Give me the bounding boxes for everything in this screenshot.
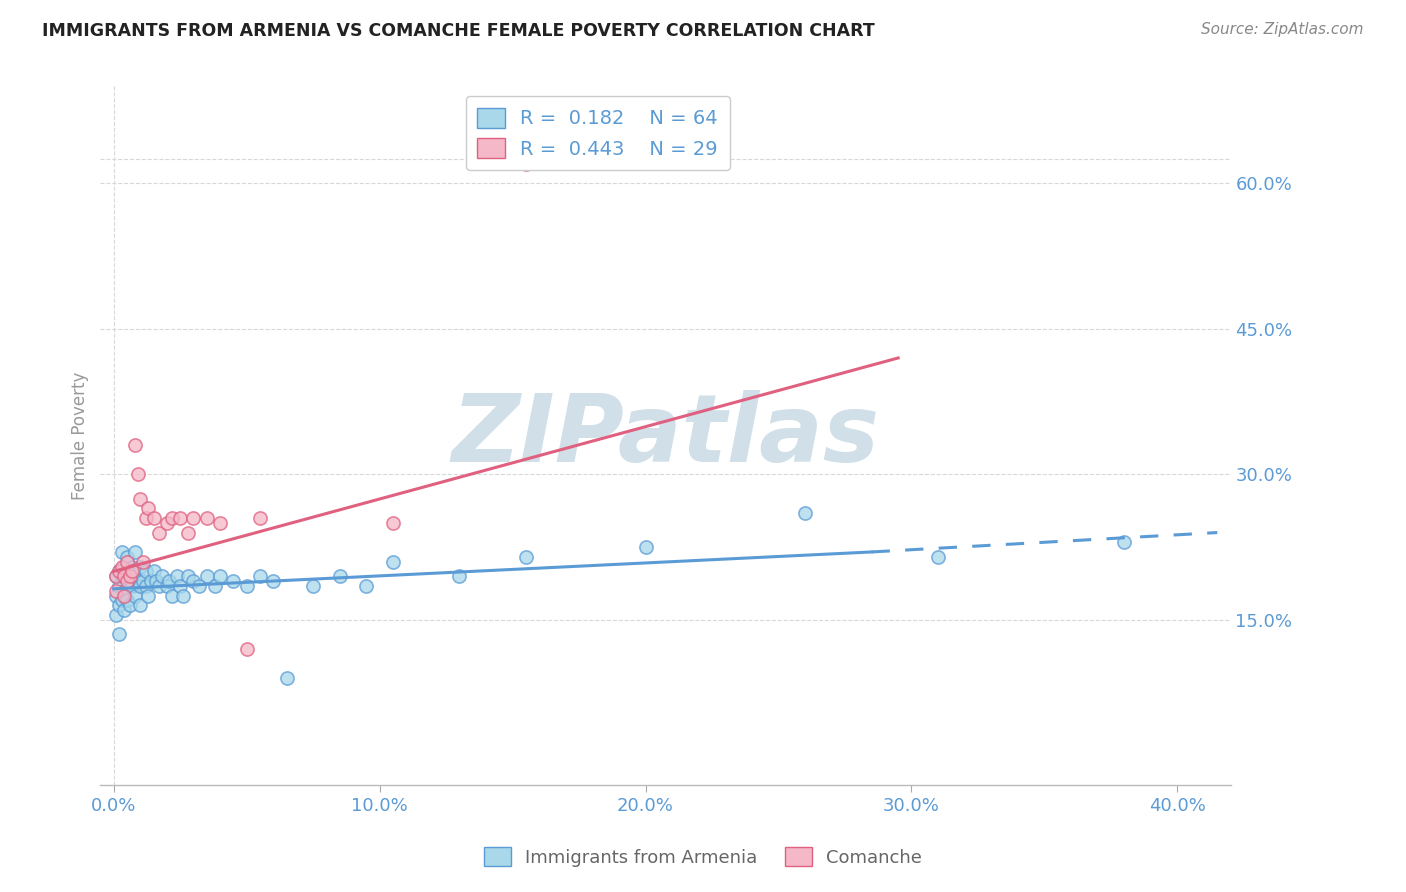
- Point: [124, 438, 146, 452]
- Point: [118, 565, 141, 579]
- Point: [129, 559, 152, 574]
- Point: [356, 579, 378, 593]
- Text: Source: ZipAtlas.com: Source: ZipAtlas.com: [1201, 22, 1364, 37]
- Point: [208, 569, 231, 583]
- Point: [150, 569, 173, 583]
- Point: [115, 593, 138, 607]
- Point: [135, 511, 157, 525]
- Legend: R =  0.182    N = 64, R =  0.443    N = 29: R = 0.182 N = 64, R = 0.443 N = 29: [465, 96, 730, 170]
- Point: [105, 569, 128, 583]
- Point: [112, 583, 135, 598]
- Point: [105, 569, 128, 583]
- Point: [187, 579, 209, 593]
- Point: [124, 545, 146, 559]
- Point: [262, 574, 284, 588]
- Point: [249, 569, 271, 583]
- Point: [156, 579, 179, 593]
- Point: [108, 565, 131, 579]
- Point: [148, 579, 170, 593]
- Point: [108, 627, 131, 641]
- Point: [160, 589, 183, 603]
- Point: [515, 549, 537, 564]
- Point: [208, 516, 231, 530]
- Point: [634, 540, 657, 554]
- Point: [121, 559, 143, 574]
- Point: [235, 579, 257, 593]
- Point: [156, 516, 179, 530]
- Point: [515, 157, 537, 171]
- Point: [115, 549, 138, 564]
- Point: [111, 559, 134, 574]
- Y-axis label: Female Poverty: Female Poverty: [72, 371, 89, 500]
- Point: [124, 565, 146, 579]
- Point: [148, 525, 170, 540]
- Point: [159, 574, 181, 588]
- Point: [105, 583, 128, 598]
- Point: [112, 589, 135, 603]
- Point: [127, 467, 149, 482]
- Point: [160, 511, 183, 525]
- Point: [381, 555, 404, 569]
- Point: [169, 511, 191, 525]
- Point: [183, 574, 205, 588]
- Point: [177, 569, 200, 583]
- Point: [794, 506, 817, 520]
- Point: [115, 555, 138, 569]
- Point: [127, 574, 149, 588]
- Point: [111, 545, 134, 559]
- Point: [108, 599, 131, 613]
- Point: [183, 511, 205, 525]
- Point: [129, 491, 152, 506]
- Point: [108, 579, 131, 593]
- Point: [302, 579, 325, 593]
- Point: [177, 525, 200, 540]
- Point: [249, 511, 271, 525]
- Text: IMMIGRANTS FROM ARMENIA VS COMANCHE FEMALE POVERTY CORRELATION CHART: IMMIGRANTS FROM ARMENIA VS COMANCHE FEMA…: [42, 22, 875, 40]
- Point: [222, 574, 245, 588]
- Point: [136, 501, 159, 516]
- Point: [142, 565, 165, 579]
- Point: [927, 549, 949, 564]
- Point: [111, 593, 134, 607]
- Point: [132, 555, 155, 569]
- Point: [129, 599, 152, 613]
- Point: [108, 565, 131, 579]
- Point: [145, 574, 167, 588]
- Point: [105, 589, 128, 603]
- Point: [195, 569, 218, 583]
- Point: [195, 511, 218, 525]
- Point: [172, 589, 194, 603]
- Point: [169, 579, 191, 593]
- Point: [139, 574, 162, 588]
- Point: [1114, 535, 1136, 549]
- Point: [121, 565, 143, 579]
- Point: [204, 579, 226, 593]
- Point: [118, 599, 141, 613]
- Point: [276, 671, 298, 685]
- Point: [115, 574, 138, 588]
- Point: [329, 569, 352, 583]
- Legend: Immigrants from Armenia, Comanche: Immigrants from Armenia, Comanche: [477, 840, 929, 874]
- Point: [449, 569, 471, 583]
- Point: [142, 511, 165, 525]
- Point: [235, 642, 257, 657]
- Point: [121, 579, 143, 593]
- Point: [118, 579, 141, 593]
- Point: [112, 559, 135, 574]
- Point: [381, 516, 404, 530]
- Point: [105, 607, 128, 622]
- Point: [111, 569, 134, 583]
- Point: [124, 589, 146, 603]
- Point: [112, 603, 135, 617]
- Point: [135, 565, 157, 579]
- Point: [115, 569, 138, 583]
- Point: [135, 579, 157, 593]
- Text: ZIPatlas: ZIPatlas: [451, 390, 880, 482]
- Point: [118, 569, 141, 583]
- Point: [136, 589, 159, 603]
- Point: [132, 574, 155, 588]
- Point: [129, 579, 152, 593]
- Point: [166, 569, 188, 583]
- Point: [112, 569, 135, 583]
